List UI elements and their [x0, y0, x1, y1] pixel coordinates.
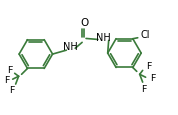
Text: F: F: [9, 86, 14, 95]
Text: F: F: [141, 85, 146, 94]
Text: O: O: [80, 18, 88, 28]
Text: NH: NH: [96, 32, 111, 42]
Text: NH: NH: [63, 42, 78, 52]
Text: Cl: Cl: [141, 30, 150, 39]
Text: F: F: [7, 65, 12, 74]
Text: F: F: [150, 73, 155, 82]
Text: F: F: [146, 62, 151, 70]
Text: F: F: [4, 75, 9, 84]
